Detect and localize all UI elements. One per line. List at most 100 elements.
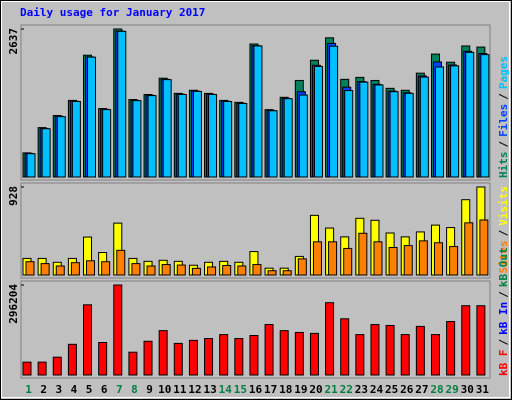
x-tick-label: 4 xyxy=(71,383,78,396)
bar xyxy=(313,65,323,178)
x-tick-label: 27 xyxy=(415,383,428,396)
x-tick-label: 1 xyxy=(25,383,32,396)
bar xyxy=(328,241,338,276)
bar xyxy=(355,334,365,376)
bar xyxy=(430,334,440,376)
x-tick-label: 26 xyxy=(400,383,414,396)
legend: Sites / Visits xyxy=(497,186,510,274)
bar xyxy=(219,334,229,376)
bar xyxy=(418,240,428,276)
bar xyxy=(131,263,141,276)
legend-separator: / xyxy=(497,339,510,346)
bar xyxy=(83,304,93,376)
y-tick-label: 2637 xyxy=(7,28,20,55)
bar xyxy=(312,241,322,276)
legend-entry: Pages xyxy=(497,56,510,89)
bar xyxy=(358,232,368,276)
bar xyxy=(465,51,475,178)
x-tick-label: 11 xyxy=(173,383,187,396)
y-tick-label: 928 xyxy=(7,186,20,206)
x-tick-label: 23 xyxy=(355,383,368,396)
bar xyxy=(373,241,383,276)
x-tick-label: 17 xyxy=(264,383,277,396)
legend-entry: Sites xyxy=(497,240,510,273)
bar xyxy=(282,270,292,276)
bar xyxy=(25,261,35,276)
x-tick-label: 8 xyxy=(131,383,138,396)
x-tick-label: 20 xyxy=(309,383,322,396)
bar xyxy=(22,361,32,376)
legend-entry: kB In xyxy=(497,302,510,335)
bar xyxy=(329,45,339,178)
bar xyxy=(450,65,460,178)
bar xyxy=(343,247,353,276)
bar xyxy=(207,266,217,276)
bar xyxy=(176,264,186,276)
bar xyxy=(26,153,36,178)
bar xyxy=(208,93,218,178)
bar xyxy=(374,84,384,178)
bar xyxy=(434,66,444,178)
x-tick-label: 14 xyxy=(219,383,233,396)
x-tick-label: 13 xyxy=(203,383,216,396)
bar xyxy=(41,128,51,178)
legend: Hits / Files / Pages xyxy=(497,56,510,178)
bar xyxy=(177,93,187,178)
bar xyxy=(86,260,96,276)
bar xyxy=(344,90,354,178)
bar xyxy=(268,110,278,178)
legend-entry: Files xyxy=(497,104,510,137)
bar xyxy=(192,90,202,178)
bar xyxy=(476,305,486,376)
bar xyxy=(283,98,293,178)
bar xyxy=(173,342,183,376)
bar xyxy=(415,325,425,376)
bar xyxy=(117,30,127,178)
bar xyxy=(143,340,153,376)
bar xyxy=(147,95,157,178)
bar xyxy=(146,265,156,276)
bar xyxy=(223,101,233,178)
legend-entry: kB F xyxy=(497,350,510,377)
bar xyxy=(479,219,489,276)
bar xyxy=(128,351,138,376)
bar xyxy=(449,246,459,276)
x-tick-label: 19 xyxy=(294,383,307,396)
bar xyxy=(56,116,66,178)
x-tick-label: 16 xyxy=(249,383,263,396)
legend-separator: / xyxy=(497,229,510,236)
bar xyxy=(191,267,201,276)
bar xyxy=(158,330,168,376)
bar xyxy=(113,284,123,376)
bar xyxy=(40,263,50,276)
bar xyxy=(359,81,369,178)
bar xyxy=(237,265,247,276)
bar xyxy=(87,56,97,178)
bar xyxy=(71,101,81,178)
chart-title: Daily usage for January 2017 xyxy=(20,6,205,19)
y-tick-label: 296204 xyxy=(7,284,20,324)
x-tick-label: 6 xyxy=(101,383,108,396)
legend-entry: Hits xyxy=(497,152,510,179)
bar xyxy=(419,76,429,178)
bar xyxy=(480,54,490,178)
bar xyxy=(70,262,80,276)
x-tick-label: 15 xyxy=(234,383,247,396)
x-tick-label: 30 xyxy=(461,383,474,396)
bar xyxy=(403,245,413,276)
x-tick-label: 29 xyxy=(446,383,459,396)
bar xyxy=(325,302,335,376)
bar xyxy=(294,331,304,376)
bar xyxy=(253,45,263,178)
bar xyxy=(370,324,380,376)
x-tick-label: 18 xyxy=(279,383,292,396)
x-tick-label: 7 xyxy=(116,383,123,396)
bar xyxy=(309,332,319,376)
bar xyxy=(446,321,456,376)
bar xyxy=(298,94,308,178)
bar xyxy=(116,249,126,276)
bar xyxy=(389,91,399,178)
x-tick-label: 28 xyxy=(430,383,443,396)
bar xyxy=(340,318,350,376)
